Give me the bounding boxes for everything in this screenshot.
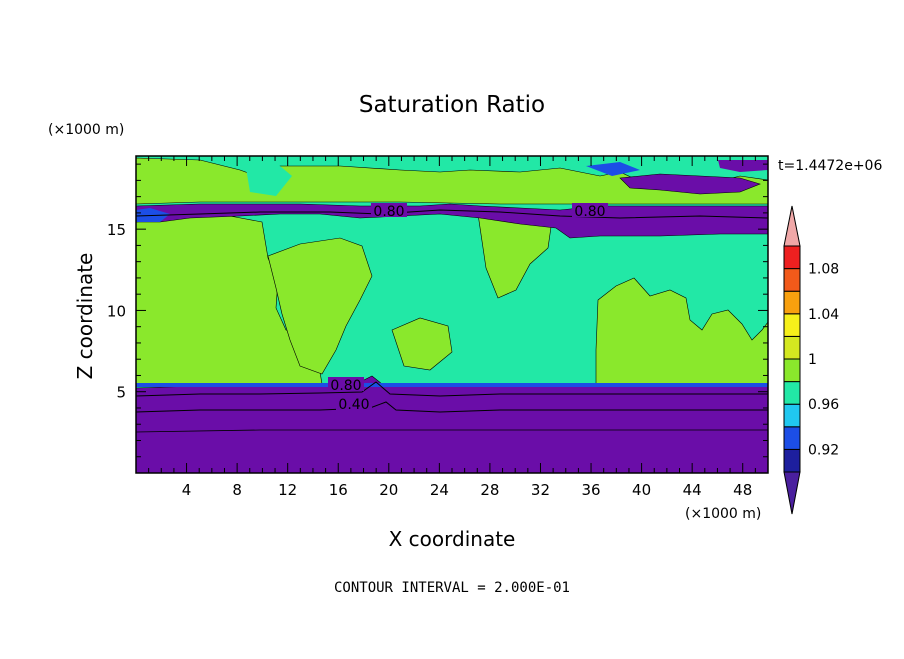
- field-supersat-center: [267, 237, 373, 375]
- y-unit-label: (×1000 m): [48, 122, 124, 138]
- contour-line-0-40: [136, 401, 768, 413]
- x-tick-label: 4: [182, 481, 192, 499]
- colorbar-segment: [783, 268, 801, 292]
- x-tick-label: 28: [480, 481, 499, 499]
- contour-label-bg-1: [328, 377, 364, 391]
- colorbar-extend-low: [783, 471, 801, 515]
- colorbar-label: 1.08: [808, 262, 839, 278]
- x-tick-label: 12: [278, 481, 297, 499]
- x-tick-label: 48: [733, 481, 752, 499]
- contour-label-bg-3: [371, 203, 407, 217]
- y-tick-label: 10: [107, 302, 126, 320]
- colorbar-label: 0.92: [808, 442, 839, 458]
- contour-field: [136, 156, 768, 473]
- colorbar-segment: [783, 358, 801, 383]
- colorbar-segment: [783, 245, 801, 270]
- x-axis: 4 8 12 16 20 24 28 32 36 40 44 48: [148, 156, 756, 499]
- contour-line-0-00: [136, 429, 768, 433]
- colorbar-label: 1: [808, 352, 817, 368]
- field-lower-dry-layer: [136, 375, 768, 473]
- field-top-moist-patch: [246, 166, 292, 196]
- contour-label-080-up-left: 0.80: [373, 204, 404, 220]
- contour-line-0-80-lower: [136, 381, 768, 397]
- x-tick-label: 32: [531, 481, 550, 499]
- colorbar: 1.08 1.04 1 0.96 0.92: [783, 205, 839, 515]
- x-tick-label: 8: [232, 481, 242, 499]
- x-tick-label: 24: [430, 481, 449, 499]
- colorbar-segment: [783, 448, 801, 473]
- field-topright-dry: [619, 173, 761, 195]
- colorbar-extend-high: [783, 205, 801, 247]
- colorbar-segment: [783, 313, 801, 337]
- x-tick-label: 36: [581, 481, 600, 499]
- chart-title: Saturation Ratio: [359, 92, 545, 118]
- field-topright-blue: [586, 162, 640, 176]
- x-tick-label: 40: [632, 481, 651, 499]
- contour-interval-label: CONTOUR INTERVAL = 2.000E-01: [334, 580, 570, 596]
- x-unit-label: (×1000 m): [685, 506, 761, 522]
- colorbar-segment: [783, 403, 801, 428]
- field-supersat-small: [391, 317, 453, 371]
- y-tick-label: 5: [116, 384, 126, 402]
- contour-line-0-80-upper: [136, 209, 768, 219]
- colorbar-segment: [783, 381, 801, 405]
- contour-label-bg-2: [336, 396, 372, 410]
- y-tick-label: 15: [107, 221, 126, 239]
- x-tick-label: 20: [379, 481, 398, 499]
- colorbar-segment: [783, 335, 801, 360]
- colorbar-label: 1.04: [808, 307, 839, 323]
- contour-label-bg-4: [572, 203, 608, 217]
- x-tick-label: 16: [329, 481, 348, 499]
- field-transition-band: [136, 383, 768, 387]
- y-axis: 5 10 15: [107, 163, 768, 458]
- x-axis-title: X coordinate: [389, 527, 516, 551]
- x-tick-label: 44: [683, 481, 702, 499]
- colorbar-segment: [783, 290, 801, 315]
- contour-label-040: 0.40: [338, 397, 369, 413]
- time-label: t=1.4472e+06: [778, 158, 882, 174]
- y-axis-title: Z coordinate: [73, 253, 97, 380]
- colorbar-label: 0.96: [808, 397, 839, 413]
- colorbar-segment: [783, 426, 801, 450]
- contour-label-080-up-right: 0.80: [574, 204, 605, 220]
- contour-label-080-low: 0.80: [330, 378, 361, 394]
